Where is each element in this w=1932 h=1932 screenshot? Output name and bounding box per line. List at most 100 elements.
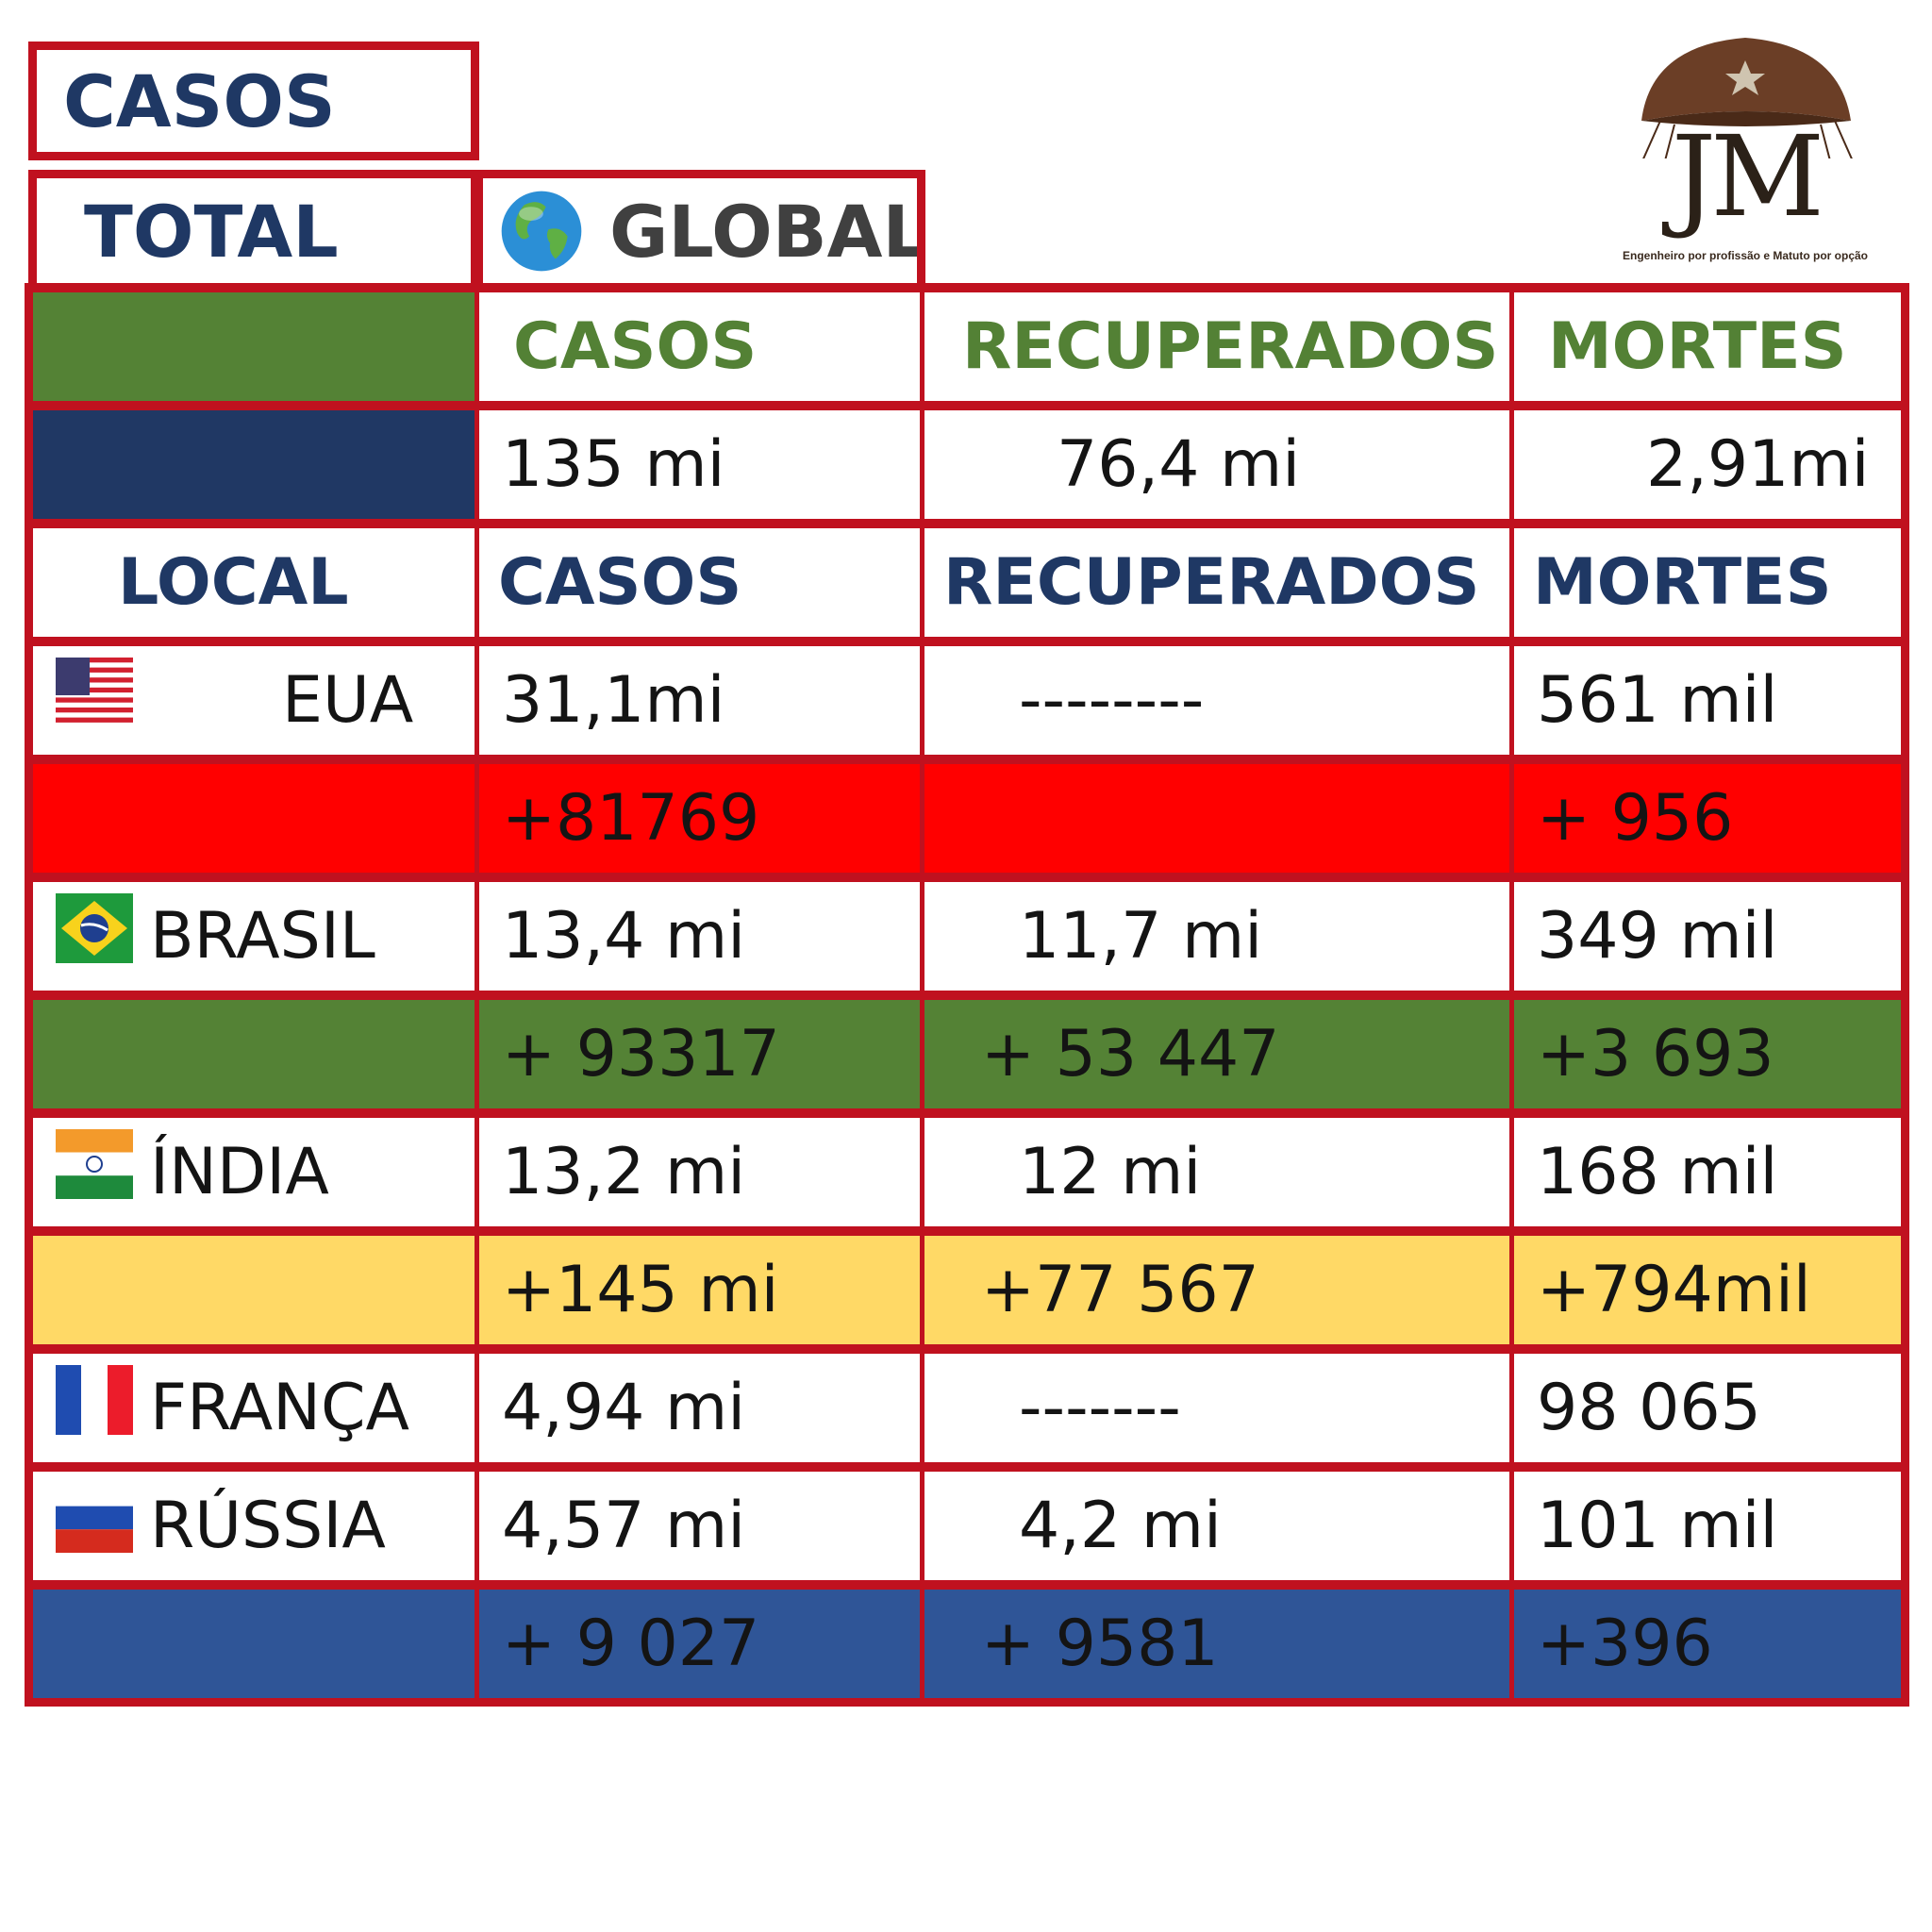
local-label: LOCAL — [28, 524, 479, 641]
local-col-casos: CASOS — [475, 524, 924, 641]
country-brasil-daily-0: + 93317 — [475, 995, 924, 1113]
global-col-casos: CASOS — [475, 288, 924, 406]
country-russia-total-0-text: 4,57 mi — [502, 1489, 746, 1563]
country-brasil-total-2-text: 349 mil — [1537, 899, 1778, 974]
global-label: GLOBAL — [609, 189, 925, 274]
country-eua-daily-2: + 956 — [1509, 759, 1906, 877]
france-flag-icon — [56, 1365, 133, 1451]
country-brasil-daily-1: + 53 447 — [920, 995, 1514, 1113]
country-russia-daily-2-text: +396 — [1537, 1607, 1713, 1681]
usa-flag-icon — [56, 658, 133, 743]
country-brasil: BRASIL — [28, 877, 479, 995]
country-name: BRASIL — [150, 899, 375, 974]
global-label-cell: GLOBAL — [475, 170, 925, 292]
country-franca-total-2: 98 065 — [1509, 1349, 1906, 1467]
country-eua: EUA — [28, 641, 479, 759]
country-india-total-0-text: 13,2 mi — [502, 1135, 746, 1209]
country-eua-daily-2-text: + 956 — [1537, 781, 1734, 856]
country-eua-total-2-text: 561 mil — [1537, 663, 1778, 738]
country-india-total-2-text: 168 mil — [1537, 1135, 1778, 1209]
country-russia-total-1: 4,2 mi — [920, 1467, 1514, 1585]
country-franca-total-1-text: ------- — [1019, 1371, 1181, 1445]
country-brasil-daily-blank — [28, 995, 479, 1113]
country-russia-daily-2: +396 — [1509, 1585, 1906, 1703]
country-franca-total-0-text: 4,94 mi — [502, 1371, 746, 1445]
country-brasil-total-1-text: 11,7 mi — [1019, 899, 1263, 974]
country-russia-daily-0: + 9 027 — [475, 1585, 924, 1703]
local-label-text: LOCAL — [118, 545, 349, 620]
country-india-daily-1: +77 567 — [920, 1231, 1514, 1349]
total-label: TOTAL — [84, 189, 339, 274]
country-name: FRANÇA — [150, 1371, 409, 1445]
globe-icon — [498, 188, 585, 275]
country-russia-total-2-text: 101 mil — [1537, 1489, 1778, 1563]
country-india-total-0: 13,2 mi — [475, 1113, 924, 1231]
country-india-daily-0: +145 mi — [475, 1231, 924, 1349]
country-india-total-2: 168 mil — [1509, 1113, 1906, 1231]
local-col-casos-text: CASOS — [498, 545, 742, 620]
country-brasil-daily-2: +3 693 — [1509, 995, 1906, 1113]
country-franca-total-0: 4,94 mi — [475, 1349, 924, 1467]
country-russia-daily-1-text: + 9581 — [981, 1607, 1219, 1681]
country-india-total-1: 12 mi — [920, 1113, 1514, 1231]
country-russia: RÚSSIA — [28, 1467, 479, 1585]
global-col-mortes-text: MORTES — [1548, 309, 1847, 384]
country-brasil-total-2: 349 mil — [1509, 877, 1906, 995]
country-india-daily-2: +794mil — [1509, 1231, 1906, 1349]
country-eua-total-0-text: 31,1mi — [502, 663, 725, 738]
global-value-2: 2,91mi — [1509, 406, 1906, 524]
global-col-recuperados-text: RECUPERADOS — [962, 309, 1499, 384]
country-eua-daily-blank — [28, 759, 479, 877]
country-brasil-total-0-text: 13,4 mi — [502, 899, 746, 974]
country-name: RÚSSIA — [150, 1489, 386, 1563]
global-col-mortes: MORTES — [1509, 288, 1906, 406]
country-brasil-daily-1-text: + 53 447 — [981, 1017, 1280, 1091]
country-india-daily-0-text: +145 mi — [502, 1253, 779, 1327]
country-russia-total-1-text: 4,2 mi — [1019, 1489, 1222, 1563]
global-value-1-text: 76,4 mi — [1057, 427, 1301, 502]
casos-title: CASOS — [63, 58, 336, 143]
country-russia-daily-0-text: + 9 027 — [502, 1607, 760, 1681]
country-name: EUA — [282, 663, 414, 738]
india-flag-icon — [56, 1129, 133, 1215]
country-franca-total-1: ------- — [920, 1349, 1514, 1467]
country-brasil-total-1: 11,7 mi — [920, 877, 1514, 995]
country-russia-daily-1: + 9581 — [920, 1585, 1514, 1703]
country-franca: FRANÇA — [28, 1349, 479, 1467]
country-russia-total-2: 101 mil — [1509, 1467, 1906, 1585]
country-india-daily-2-text: +794mil — [1537, 1253, 1811, 1327]
country-eua-daily-0: +81769 — [475, 759, 924, 877]
global-header-blank — [28, 288, 479, 406]
country-india-daily-blank — [28, 1231, 479, 1349]
country-eua-total-0: 31,1mi — [475, 641, 924, 759]
global-value-1: 76,4 mi — [920, 406, 1514, 524]
local-col-recuperados: RECUPERADOS — [920, 524, 1514, 641]
local-col-mortes: MORTES — [1509, 524, 1906, 641]
local-col-recuperados-text: RECUPERADOS — [943, 545, 1480, 620]
country-eua-daily-1 — [920, 759, 1514, 877]
local-col-mortes-text: MORTES — [1533, 545, 1832, 620]
russia-flag-icon — [56, 1483, 133, 1569]
country-brasil-total-0: 13,4 mi — [475, 877, 924, 995]
country-eua-total-1-text: -------- — [1019, 663, 1205, 738]
country-russia-total-0: 4,57 mi — [475, 1467, 924, 1585]
country-india: ÍNDIA — [28, 1113, 479, 1231]
logo: JM Engenheiro por profissão e Matuto por… — [1604, 26, 1887, 272]
logo-tagline: Engenheiro por profissão e Matuto por op… — [1622, 249, 1868, 262]
casos-title-box: CASOS — [28, 42, 479, 160]
country-franca-total-2-text: 98 065 — [1537, 1371, 1761, 1445]
global-value-0-text: 135 mi — [502, 427, 725, 502]
country-eua-daily-0-text: +81769 — [502, 781, 760, 856]
global-value-0: 135 mi — [475, 406, 924, 524]
country-name: ÍNDIA — [150, 1135, 329, 1209]
global-col-casos-text: CASOS — [513, 309, 758, 384]
country-india-total-1-text: 12 mi — [1019, 1135, 1202, 1209]
brazil-flag-icon — [56, 893, 133, 979]
country-india-daily-1-text: +77 567 — [981, 1253, 1259, 1327]
country-brasil-daily-2-text: +3 693 — [1537, 1017, 1774, 1091]
country-russia-daily-blank — [28, 1585, 479, 1703]
total-label-cell: TOTAL — [28, 170, 479, 292]
logo-monogram: JM — [1671, 111, 1824, 242]
country-eua-total-2: 561 mil — [1509, 641, 1906, 759]
country-brasil-daily-0-text: + 93317 — [502, 1017, 780, 1091]
